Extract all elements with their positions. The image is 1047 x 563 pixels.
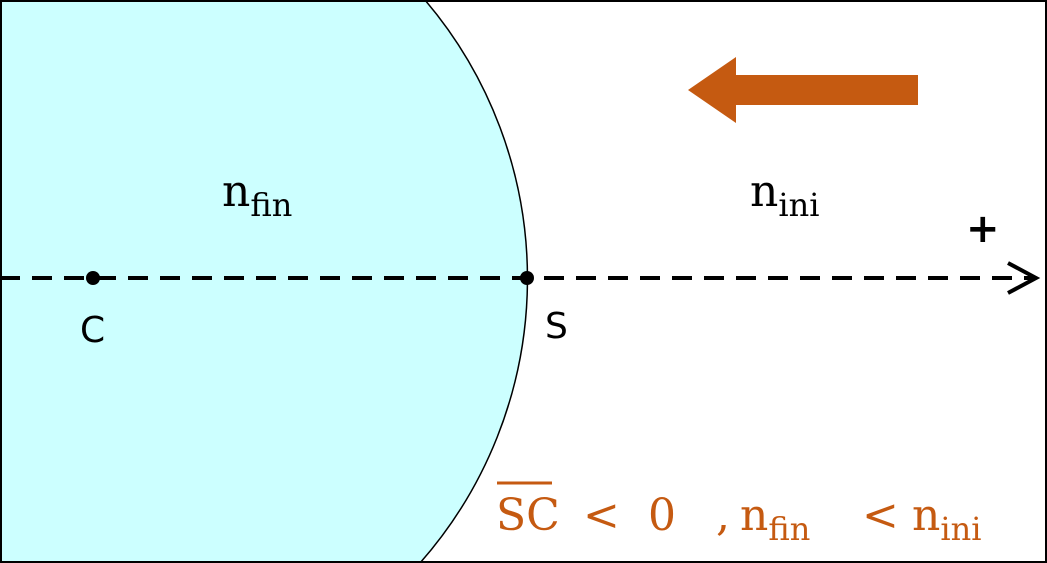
positive-direction-sign: + xyxy=(966,206,1000,252)
less-than: < xyxy=(583,490,620,541)
comma: , xyxy=(716,490,730,541)
label-n-ini: nini xyxy=(750,166,819,224)
center-point-c xyxy=(86,271,100,285)
label-s: S xyxy=(545,306,568,347)
less-than-2: < xyxy=(862,490,899,541)
sign-condition: SC < 0 , nfin < nini xyxy=(496,481,981,548)
light-direction-arrow xyxy=(688,57,918,123)
final-medium-region xyxy=(0,0,528,563)
label-n-fin: nfin xyxy=(222,166,292,224)
vertex-point-s xyxy=(520,271,534,285)
label-c: C xyxy=(80,310,105,351)
zero: 0 xyxy=(648,490,676,541)
n-fin: nfin xyxy=(740,490,810,548)
axis-arrowhead xyxy=(1007,261,1041,295)
n-ini: nini xyxy=(912,490,981,548)
segment-sc: SC xyxy=(496,490,560,541)
